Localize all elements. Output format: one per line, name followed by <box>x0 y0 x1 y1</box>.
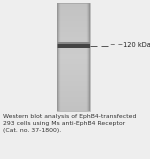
Bar <box>57 104 90 106</box>
Bar <box>57 10 90 12</box>
Bar <box>57 55 90 57</box>
Bar <box>57 3 58 111</box>
Bar <box>57 61 90 63</box>
Bar <box>57 39 90 41</box>
Bar <box>57 43 90 45</box>
Bar <box>57 100 90 102</box>
Bar <box>57 45 90 46</box>
Bar <box>57 3 58 111</box>
Bar <box>57 64 90 66</box>
Bar <box>57 110 90 111</box>
Bar <box>87 3 90 111</box>
Bar <box>86 3 90 111</box>
Bar <box>88 3 90 111</box>
Bar <box>57 86 90 88</box>
Bar <box>57 36 90 37</box>
Bar <box>57 54 90 55</box>
Bar <box>57 28 90 30</box>
Bar <box>57 5 90 7</box>
Bar <box>57 27 90 28</box>
Bar <box>57 16 90 18</box>
Bar <box>89 3 90 111</box>
Bar <box>57 44 90 48</box>
Bar <box>57 19 90 21</box>
Bar <box>88 3 90 111</box>
Text: Western blot analysis of EphB4-transfected
293 cells using Ms anti-EphB4 Recepto: Western blot analysis of EphB4-transfect… <box>3 114 136 133</box>
Bar <box>57 34 90 36</box>
Bar <box>57 79 90 81</box>
Bar <box>57 12 90 14</box>
Bar <box>57 102 90 104</box>
Bar <box>57 3 59 111</box>
Bar <box>57 41 90 43</box>
Bar <box>57 66 90 68</box>
Bar <box>57 108 90 110</box>
Bar <box>57 46 90 48</box>
Bar <box>57 77 90 79</box>
Bar <box>57 72 90 73</box>
Bar <box>57 9 90 10</box>
Bar <box>57 75 90 77</box>
Bar <box>57 3 60 111</box>
Bar <box>57 88 90 90</box>
Bar <box>57 81 90 83</box>
Bar <box>57 91 90 93</box>
Bar <box>57 3 60 111</box>
Bar <box>57 93 90 95</box>
Bar <box>57 95 90 97</box>
Bar <box>57 3 90 5</box>
Bar <box>57 3 59 111</box>
Bar <box>57 7 90 9</box>
Bar <box>57 99 90 100</box>
Bar <box>57 37 90 39</box>
Bar <box>57 3 61 111</box>
Bar <box>57 21 90 23</box>
Bar <box>57 25 90 27</box>
Bar <box>87 3 90 111</box>
Bar <box>57 90 90 91</box>
Bar <box>57 18 90 19</box>
Bar <box>57 32 90 34</box>
Bar <box>87 3 90 111</box>
Bar <box>57 83 90 84</box>
Bar <box>57 50 90 52</box>
Text: ~ ~120 kDa: ~ ~120 kDa <box>110 41 150 48</box>
Bar <box>57 63 90 64</box>
Bar <box>57 14 90 16</box>
Bar <box>57 106 90 108</box>
Bar <box>57 97 90 99</box>
Bar <box>57 52 90 54</box>
Bar <box>57 3 60 111</box>
Bar <box>57 57 90 59</box>
Bar <box>89 3 90 111</box>
Bar <box>57 73 90 75</box>
Bar <box>57 42 90 44</box>
Bar <box>57 3 90 111</box>
Bar <box>57 84 90 86</box>
Bar <box>57 70 90 72</box>
Bar <box>57 30 90 32</box>
Bar <box>57 48 90 50</box>
Bar <box>57 68 90 70</box>
Bar <box>57 59 90 61</box>
Bar <box>57 23 90 25</box>
